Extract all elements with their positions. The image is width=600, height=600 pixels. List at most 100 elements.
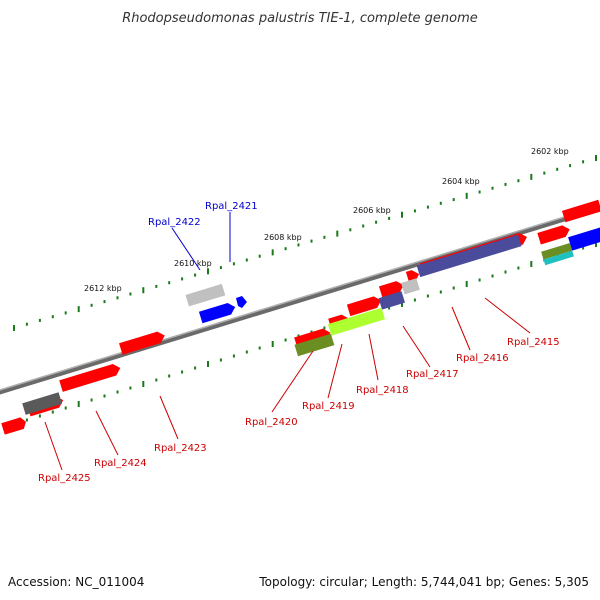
inner-tick [155,378,158,382]
gene-small-blue[interactable] [236,296,247,308]
inner-tick [284,338,287,342]
inner-tick [194,366,197,370]
gene-red-right-2[interactable] [561,199,600,223]
outer-tick [142,287,145,294]
outer-tick [38,318,41,322]
outer-tick [517,179,520,183]
label-leaders [44,212,531,471]
outer-tick [116,296,119,300]
gene-label-rpal-2417: Rpal_2417 [406,369,459,380]
outer-tick [349,228,352,232]
gene-rpal-2418[interactable] [346,295,383,317]
gene-red-left-edge[interactable] [1,416,27,435]
outer-tick [129,292,132,296]
inner-tick [258,346,261,350]
inner-tick [168,374,171,378]
kbp-label-2612: 2612 kbp [84,284,122,293]
outer-tick [413,209,416,213]
cog-blue-right[interactable] [568,227,600,251]
map-title: Rhodopseudomonas palustris TIE-1, comple… [122,11,478,26]
inner-tick [413,298,416,302]
inner-tick [478,278,481,282]
cog-rpal-2417[interactable] [401,278,420,295]
inner-tick [181,370,184,374]
kbp-label-2602: 2602 kbp [531,147,569,156]
outer-tick [25,322,28,326]
outer-tick [375,220,378,224]
kbp-label-2610: 2610 kbp [174,259,212,268]
gene-label-rpal-2415: Rpal_2415 [507,337,560,348]
cog-olive-right[interactable] [541,243,573,260]
outer-tick [284,247,287,251]
inner-tick [38,414,41,418]
outer-tick [582,160,585,164]
gene-features [1,199,600,435]
outer-tick [478,190,481,194]
gene-rpal-2423[interactable] [119,330,166,355]
inner-tick [232,354,235,358]
inner-tick [465,281,468,287]
outer-tick [569,164,572,168]
inner-tick [595,241,597,247]
inner-tick [51,410,54,414]
inner-tick [103,394,106,398]
outer-tick [271,249,274,256]
inner-tick [582,246,585,250]
inner-tick [129,386,132,390]
cog-rpal-2420[interactable] [294,333,335,357]
outer-tick [543,171,546,175]
inner-tick [439,290,442,294]
gene-label-rpal-2418: Rpal_2418 [356,385,409,396]
genome-backbone [0,205,600,395]
gene-label-rpal-2421: Rpal_2421 [205,201,258,212]
outer-tick [401,211,403,218]
inner-tick [517,266,520,270]
inner-tick [401,301,403,307]
cog-rpal-2415[interactable] [416,234,522,278]
inner-tick [452,286,455,290]
gene-label-rpal-2422: Rpal_2422 [148,217,201,228]
outer-tick [103,300,106,304]
outer-tick [465,192,468,199]
inner-tick [25,418,28,422]
outer-tick [245,258,248,262]
outer-tick [310,239,313,243]
inner-tick [271,341,274,347]
outer-tick [155,284,158,288]
outer-tick [90,303,93,307]
inner-tick [504,270,507,274]
outer-tick [362,224,365,228]
inner-tick [219,358,222,362]
outer-tick [297,243,300,247]
gene-label-rpal-2416: Rpal_2416 [456,353,509,364]
inner-tick [491,274,494,278]
outer-tick [595,155,597,161]
outer-tick [258,254,261,258]
gene-red-right-1[interactable] [537,224,571,245]
cog-rpal-2418[interactable] [378,291,405,310]
gene-rpal-2424[interactable] [59,362,122,392]
cog-cyan-right[interactable] [543,250,574,266]
gene-label-rpal-2420: Rpal_2420 [245,417,298,428]
inner-tick [388,306,391,310]
cog-rpal-2419[interactable] [327,307,385,336]
gene-rpal-2421[interactable] [198,301,237,324]
outer-tick [439,201,442,205]
genome-summary: Topology: circular; Length: 5,744,041 bp… [258,575,589,589]
kbp-label-2608: 2608 kbp [264,233,302,242]
kbp-label-2606: 2606 kbp [353,206,391,215]
outer-tick [168,281,171,285]
kbp-label-2604: 2604 kbp [442,177,480,186]
inner-tick [142,381,145,387]
cog-rpal-2425[interactable] [22,392,63,415]
inner-tick [90,398,93,402]
gene-rpal-2422[interactable] [185,283,226,307]
outer-tick [13,325,15,331]
accession-text: Accession: NC_011004 [8,575,144,589]
outer-tick [491,186,494,190]
inner-tick [297,334,300,338]
inner-tick [426,294,429,298]
gene-label-rpal-2424: Rpal_2424 [94,458,147,469]
gene-rpal-2417[interactable] [378,279,405,298]
